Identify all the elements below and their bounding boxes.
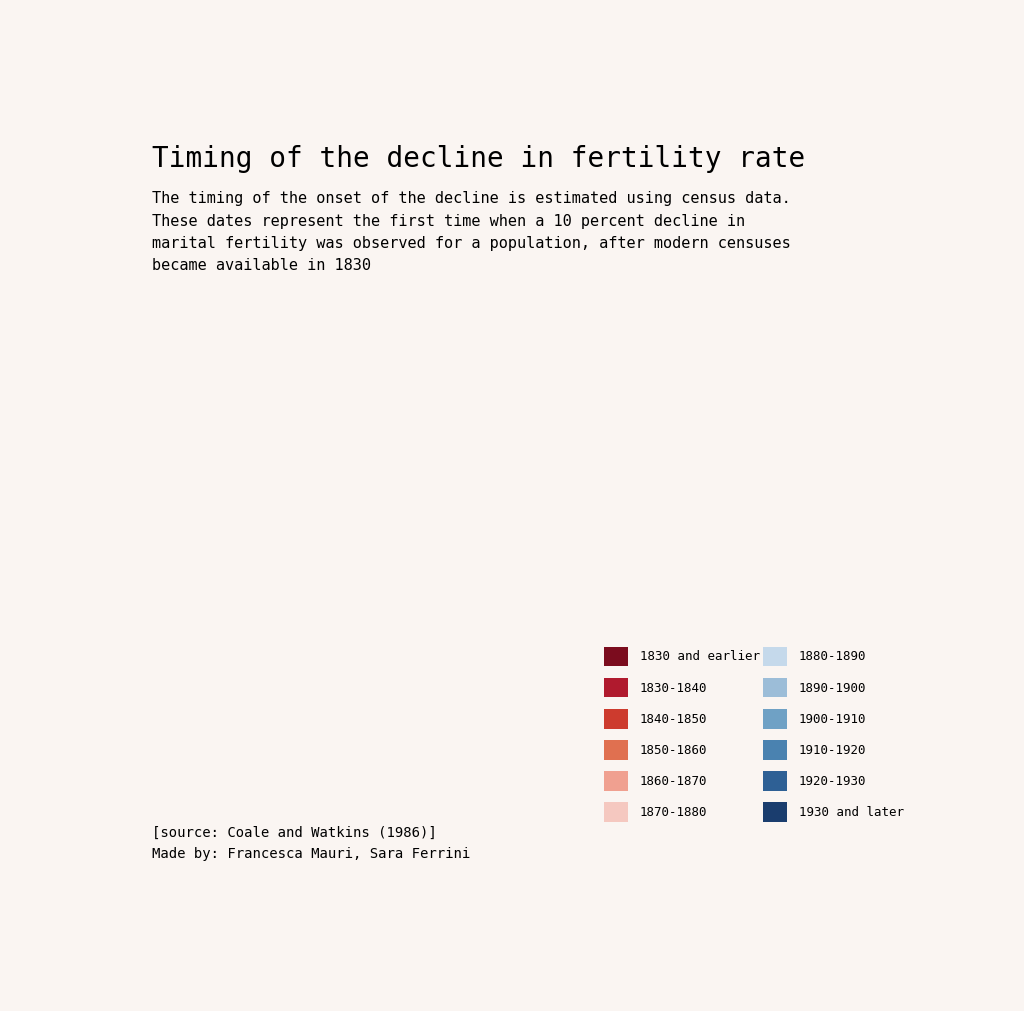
Text: 1870-1880: 1870-1880 <box>640 806 708 819</box>
Text: 1920-1930: 1920-1930 <box>799 775 866 788</box>
Bar <box>763 771 786 791</box>
Bar <box>604 803 628 822</box>
Text: 1840-1850: 1840-1850 <box>640 713 708 726</box>
Bar <box>763 740 786 759</box>
Text: Timing of the decline in fertility rate: Timing of the decline in fertility rate <box>152 145 805 173</box>
Bar <box>763 803 786 822</box>
Text: [source: Coale and Watkins (1986)]
Made by: Francesca Mauri, Sara Ferrini: [source: Coale and Watkins (1986)] Made … <box>152 826 470 861</box>
Text: 1860-1870: 1860-1870 <box>640 775 708 788</box>
Text: 1880-1890: 1880-1890 <box>799 650 866 663</box>
Text: 1890-1900: 1890-1900 <box>799 681 866 695</box>
Text: The timing of the onset of the decline is estimated using census data.
These dat: The timing of the onset of the decline i… <box>152 191 791 273</box>
Bar <box>604 678 628 698</box>
Bar <box>604 771 628 791</box>
Text: 1910-1920: 1910-1920 <box>799 744 866 757</box>
Bar <box>604 740 628 759</box>
Text: 1830-1840: 1830-1840 <box>640 681 708 695</box>
Text: 1850-1860: 1850-1860 <box>640 744 708 757</box>
Bar <box>763 647 786 666</box>
Bar <box>763 678 786 698</box>
Text: 1900-1910: 1900-1910 <box>799 713 866 726</box>
Bar <box>604 709 628 729</box>
Text: 1830 and earlier: 1830 and earlier <box>640 650 760 663</box>
Text: 1930 and later: 1930 and later <box>799 806 903 819</box>
Bar <box>604 647 628 666</box>
Bar <box>763 709 786 729</box>
